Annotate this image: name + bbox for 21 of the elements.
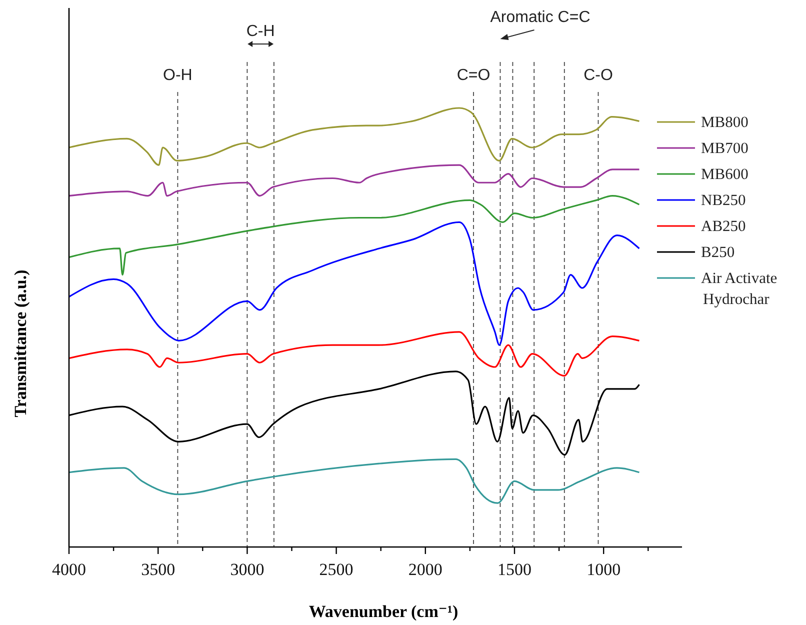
x-tick-label: 1500 [497,560,532,579]
legend-label: AB250 [701,218,746,235]
x-tick-label: 4000 [52,560,86,579]
y-axis-title: Transmittance (a.u.) [11,270,30,418]
ref-line-label: C=O [456,67,490,84]
x-tick-label: 2500 [319,560,354,579]
legend-label: MB600 [701,166,749,183]
legend-label: NB250 [701,192,746,209]
legend-label: Air Activate Hydrochar [701,270,778,308]
legend-label: MB700 [701,140,749,157]
x-axis-title: Wavenumber (cm⁻¹) [308,602,458,621]
text: C-H [246,23,275,40]
x-tick-label: 2000 [408,560,442,579]
x-tick-label: 3000 [230,560,264,579]
x-tick-label: 3500 [141,560,176,579]
legend-label: MB800 [701,114,749,131]
ref-line-label: O-H [163,67,192,84]
text: Aromatic C=C [490,9,590,26]
x-tick-label: 1000 [586,560,621,579]
legend-label: B250 [701,244,735,261]
ref-line-label: C-O [584,67,613,84]
